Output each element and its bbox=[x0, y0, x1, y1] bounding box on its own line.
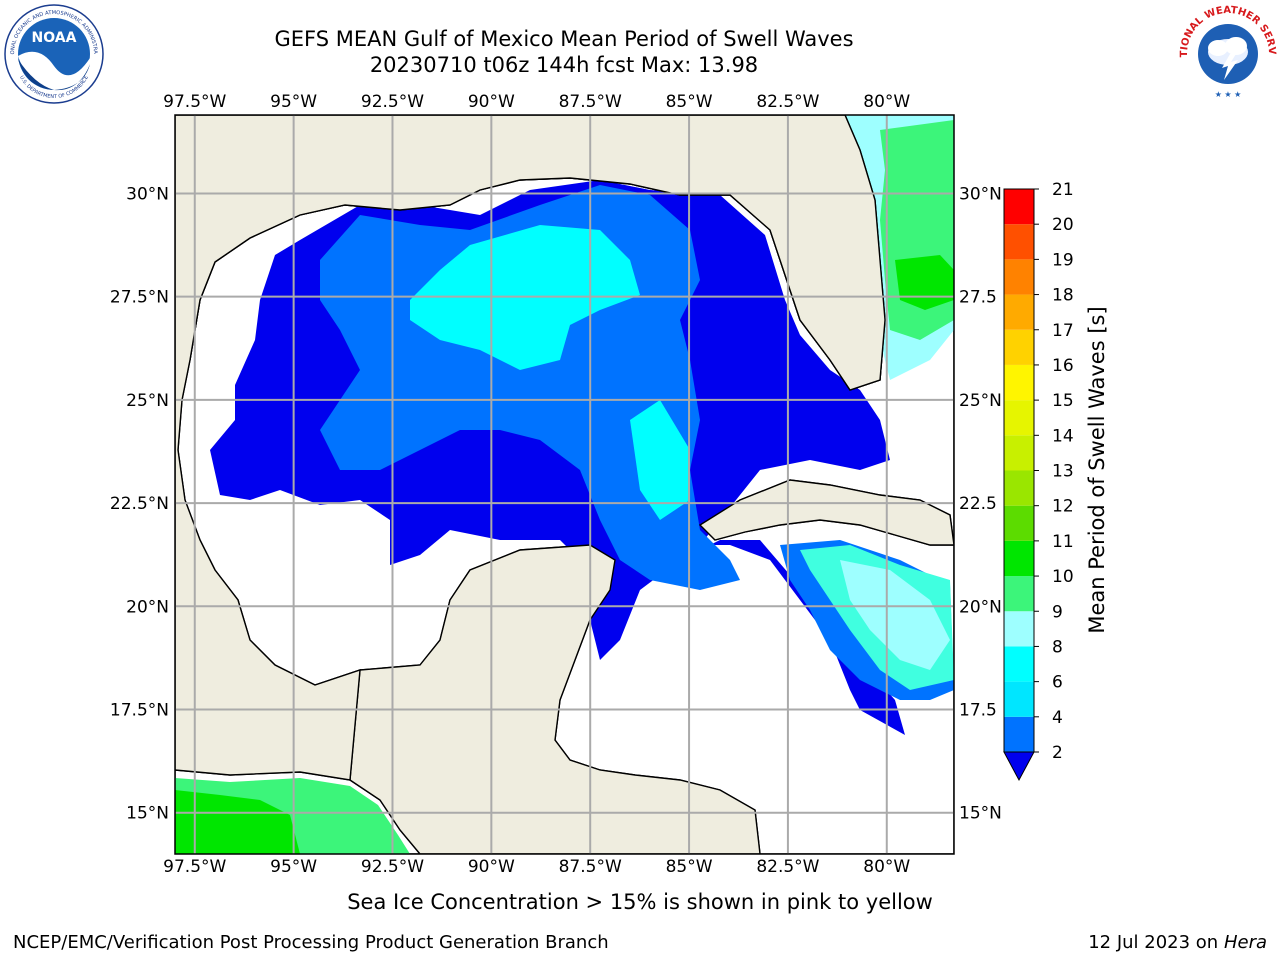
coastline-cuba bbox=[698, 479, 954, 546]
footer-date: 12 Jul 2023 on Hera bbox=[1088, 932, 1267, 953]
coastline-west-mexico bbox=[175, 115, 886, 781]
colorbar-tick-label: 16 bbox=[1052, 356, 1074, 376]
colorbar-tick-label: 13 bbox=[1052, 462, 1074, 482]
colorbar-tick-label: 14 bbox=[1052, 426, 1074, 446]
colorbar-band bbox=[1004, 435, 1034, 471]
svg-text:★ ★ ★: ★ ★ ★ bbox=[1215, 90, 1242, 99]
colorbar-band bbox=[1004, 505, 1034, 541]
title-line: GEFS MEAN Gulf of Mexico Mean Period of … bbox=[274, 27, 854, 51]
lon-label-bottom: 80°W bbox=[863, 857, 910, 877]
lon-label-top: 95°W bbox=[270, 92, 317, 112]
lon-label-top: 92.5°W bbox=[361, 92, 424, 112]
colorbar-band bbox=[1004, 224, 1034, 260]
colorbar-tick-label: 21 bbox=[1052, 180, 1074, 200]
noaa-logo: NOAA NATIONAL OCEANIC AND ATMOSPHERIC AD… bbox=[4, 4, 104, 104]
colorbar-band bbox=[1004, 189, 1034, 225]
map-area bbox=[175, 115, 954, 854]
colorbar-band bbox=[1004, 611, 1034, 647]
footer-branch: NCEP/EMC/Verification Post Processing Pr… bbox=[13, 932, 609, 953]
lat-label-left: 25°N bbox=[126, 391, 169, 411]
contour-8s-caribbean bbox=[840, 560, 950, 670]
colorbar-tick-label: 9 bbox=[1052, 602, 1063, 622]
colorbar-band bbox=[1004, 540, 1034, 577]
lon-label-top: 82.5°W bbox=[756, 92, 819, 112]
colorbar-band bbox=[1004, 716, 1034, 752]
lat-label-right: 22.5 bbox=[959, 494, 997, 514]
colorbar-band bbox=[1004, 400, 1034, 436]
colorbar-tick-label: 4 bbox=[1052, 708, 1063, 728]
colorbar-band bbox=[1004, 576, 1034, 612]
colorbar-band bbox=[1004, 470, 1034, 506]
lat-label-left: 15°N bbox=[126, 804, 169, 824]
lat-label-right: 17.5 bbox=[959, 701, 997, 721]
lon-label-top: 87.5°W bbox=[559, 92, 622, 112]
lat-label-left: 30°N bbox=[126, 184, 169, 204]
colorbar-tick-label: 18 bbox=[1052, 286, 1074, 306]
colorbar-band bbox=[1004, 259, 1034, 295]
lon-label-bottom: 97.5°W bbox=[163, 857, 226, 877]
lat-label-left: 22.5°N bbox=[110, 494, 169, 514]
graticule bbox=[175, 115, 954, 854]
colorbar: 2 4 6 8 9 10 11 12 13 14 15 16 17 18 19 20 21 bbox=[1003, 180, 1074, 782]
lat-label-right: 25°N bbox=[959, 391, 1002, 411]
plot-title: GEFS MEAN Gulf of Mexico Mean Period of … bbox=[0, 26, 1128, 78]
lon-label-bottom: 85°W bbox=[666, 857, 713, 877]
lon-label-top: 90°W bbox=[468, 92, 515, 112]
colorbar-band bbox=[1004, 294, 1034, 330]
colorbar-label: Mean Period of Swell Waves [s] bbox=[1085, 306, 1109, 633]
colorbar-tick-label: 19 bbox=[1052, 250, 1074, 270]
lon-label-bottom: 95°W bbox=[270, 857, 317, 877]
colorbar-tick-label: 20 bbox=[1052, 215, 1074, 235]
colorbar-extend-arrow bbox=[1003, 751, 1035, 782]
sea-ice-note: Sea Ice Concentration > 15% is shown in … bbox=[347, 890, 933, 914]
map-frame bbox=[174, 114, 955, 855]
contour-6s-strait bbox=[630, 400, 690, 520]
lon-label-bottom: 90°W bbox=[468, 857, 515, 877]
axis-labels: 97.5°W 97.5°W 95°W 95°W 92.5°W 92.5°W 90°W 90°W… bbox=[110, 92, 1002, 877]
lat-label-right: 20°N bbox=[959, 597, 1002, 617]
contour-10s-atlantic bbox=[880, 120, 954, 340]
lat-label-right: 30°N bbox=[959, 184, 1002, 204]
footer-date-text: 12 Jul 2023 on bbox=[1088, 932, 1224, 953]
lon-label-bottom: 82.5°W bbox=[756, 857, 819, 877]
lat-label-right: 15°N bbox=[959, 804, 1002, 824]
colorbar-band bbox=[1004, 329, 1034, 365]
noaa-logo-name: NOAA bbox=[32, 30, 77, 46]
colorbar-tick-label: 2 bbox=[1052, 743, 1063, 763]
colorbar-band bbox=[1004, 681, 1034, 717]
lat-label-right: 27.5 bbox=[959, 288, 997, 308]
lon-label-bottom: 92.5°W bbox=[361, 857, 424, 877]
lon-label-top: 97.5°W bbox=[163, 92, 226, 112]
footer-machine: Hera bbox=[1223, 932, 1267, 953]
subtitle-line: 20230710 t06z 144h fcst Max: 13.98 bbox=[369, 53, 759, 77]
colorbar-band bbox=[1004, 646, 1034, 682]
lat-label-left: 27.5°N bbox=[110, 288, 169, 308]
colorbar-tick-label: 10 bbox=[1052, 567, 1074, 587]
colorbar-tick-label: 12 bbox=[1052, 497, 1074, 517]
lat-label-left: 17.5°N bbox=[110, 701, 169, 721]
lon-label-bottom: 87.5°W bbox=[559, 857, 622, 877]
swell-contours bbox=[175, 115, 954, 854]
lat-label-left: 20°N bbox=[126, 597, 169, 617]
colorbar-tick-label: 6 bbox=[1052, 673, 1063, 693]
lon-label-top: 80°W bbox=[863, 92, 910, 112]
contour-pacific-bright bbox=[175, 790, 300, 854]
nws-logo: NATIONAL WEATHER SERVICE ★ ★ ★ bbox=[1178, 2, 1277, 100]
colorbar-tick-label: 11 bbox=[1052, 532, 1074, 552]
colorbar-band bbox=[1004, 364, 1034, 401]
colorbar-tick-label: 15 bbox=[1052, 391, 1074, 411]
lon-label-top: 85°W bbox=[666, 92, 713, 112]
colorbar-tick-label: 8 bbox=[1052, 637, 1063, 657]
colorbar-tick-label: 17 bbox=[1052, 321, 1074, 341]
